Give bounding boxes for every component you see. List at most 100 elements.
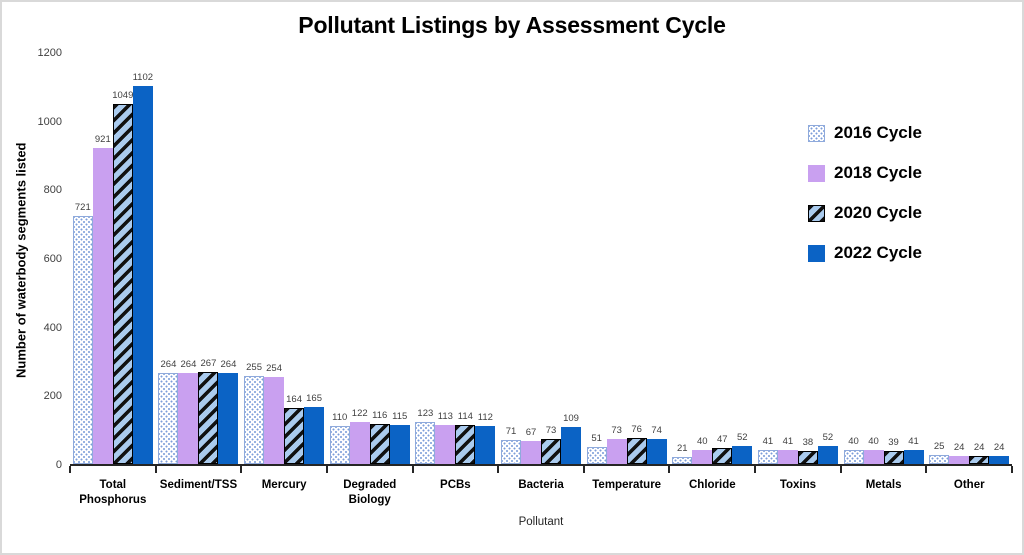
bar-value-label: 71 bbox=[505, 425, 517, 437]
category-label: Toxins bbox=[779, 479, 817, 491]
x-axis-category-labels: Total Phosphorus Sediment/TSS Mercury Degra… bbox=[70, 478, 1012, 508]
bar-value-label: 113 bbox=[437, 411, 453, 423]
bar-value-label: 122 bbox=[351, 408, 368, 420]
legend-swatch-solid-purple bbox=[808, 164, 825, 182]
bar bbox=[626, 437, 647, 464]
bar bbox=[329, 426, 350, 464]
bar-value-label: 254 bbox=[266, 362, 282, 374]
legend-item: 2016 Cycle bbox=[808, 122, 922, 144]
bar bbox=[304, 407, 325, 464]
x-axis-tick bbox=[497, 466, 500, 473]
bar bbox=[72, 216, 93, 464]
category-label: Chloride bbox=[688, 479, 736, 491]
category-label: Sediment/TSS bbox=[159, 479, 238, 491]
bar bbox=[112, 103, 133, 464]
x-axis-tick bbox=[582, 466, 585, 473]
bar bbox=[692, 450, 713, 464]
bar bbox=[561, 426, 581, 464]
bar bbox=[501, 439, 521, 464]
bar bbox=[541, 438, 561, 464]
bar-value-label: 47 bbox=[716, 433, 728, 445]
y-axis-tick-label: 0 bbox=[55, 459, 62, 471]
bar bbox=[435, 425, 456, 464]
bar-value-label: 112 bbox=[477, 411, 493, 423]
bar-value-label: 255 bbox=[246, 362, 262, 374]
bar-value-label: 41 bbox=[782, 435, 794, 447]
x-axis-title: Pollutant bbox=[518, 516, 564, 528]
x-axis-tick bbox=[154, 466, 157, 473]
bar-value-label: 76 bbox=[631, 423, 642, 435]
bar bbox=[797, 450, 818, 464]
bar-value-label: 39 bbox=[888, 436, 899, 448]
bar bbox=[369, 424, 390, 464]
legend-swatch-dots bbox=[808, 124, 825, 142]
x-axis-tick bbox=[668, 466, 671, 473]
bar bbox=[521, 441, 541, 464]
bar-value-label: 115 bbox=[392, 410, 408, 422]
x-axis-tick bbox=[754, 466, 757, 473]
bar-value-label: 41 bbox=[762, 435, 774, 447]
x-axis-tick bbox=[925, 466, 928, 473]
bar bbox=[244, 376, 265, 464]
x-axis-tick bbox=[69, 466, 71, 473]
bar-value-label: 114 bbox=[457, 410, 473, 422]
bar-value-label: 40 bbox=[696, 436, 708, 448]
bar-value-label: 41 bbox=[908, 435, 919, 447]
x-axis-tick bbox=[411, 466, 414, 473]
bar-value-label: 40 bbox=[848, 436, 859, 448]
bar bbox=[455, 424, 476, 464]
chart-title: Pollutant Listings by Assessment Cycle bbox=[298, 12, 726, 38]
legend-swatch-solid-blue bbox=[808, 244, 825, 262]
bar bbox=[586, 446, 607, 464]
bar bbox=[646, 438, 667, 464]
legend: 2016 Cycle 2018 Cycle 2020 Cycle 2022 Cycle bbox=[808, 122, 922, 282]
bar bbox=[349, 422, 370, 464]
legend-label: 2022 Cycle bbox=[834, 243, 922, 262]
bar bbox=[218, 373, 239, 464]
bar bbox=[178, 373, 199, 464]
bar bbox=[389, 424, 410, 464]
legend-label: 2018 Cycle bbox=[834, 163, 922, 182]
bar bbox=[732, 446, 753, 464]
x-axis-tick bbox=[240, 466, 243, 473]
bar bbox=[969, 455, 990, 464]
bar bbox=[198, 372, 219, 464]
bar-value-label: 24 bbox=[953, 441, 965, 453]
plot-area: 721 264 255 110 123 71 51 21 41 40 25 921 264 254 122 1… bbox=[70, 54, 1012, 466]
bar-value-label: 24 bbox=[973, 441, 985, 453]
legend-label: 2016 Cycle bbox=[834, 123, 922, 142]
bar-value-label: 24 bbox=[993, 441, 1005, 453]
legend-item: 2018 Cycle bbox=[808, 162, 922, 184]
y-axis-tick-label: 1000 bbox=[37, 115, 62, 128]
bar-value-label: 110 bbox=[332, 412, 348, 424]
bar-value-label: 1102 bbox=[132, 71, 154, 83]
y-axis-tick-label: 1200 bbox=[37, 47, 62, 59]
bar bbox=[863, 450, 884, 464]
bar bbox=[929, 455, 950, 464]
bar-value-label: 164 bbox=[286, 393, 302, 405]
legend-item: 2022 Cycle bbox=[808, 242, 922, 264]
category-label: Bacteria bbox=[518, 479, 564, 491]
bar bbox=[903, 449, 924, 464]
y-axis-tick-label: 800 bbox=[43, 184, 62, 197]
bar bbox=[883, 450, 904, 464]
bar bbox=[843, 450, 864, 464]
bar-value-label: 67 bbox=[525, 427, 537, 438]
bar-value-label: 267 bbox=[200, 358, 217, 370]
bar bbox=[949, 455, 970, 464]
bar bbox=[777, 449, 798, 464]
x-axis-tick bbox=[839, 466, 842, 473]
bar-value-label: 51 bbox=[591, 432, 602, 444]
bar-value-label: 52 bbox=[822, 432, 834, 444]
category-label: Total Phosphorus bbox=[79, 479, 147, 506]
category-label: Temperature bbox=[592, 479, 662, 491]
bar bbox=[158, 373, 179, 464]
bar-value-label: 165 bbox=[306, 393, 322, 405]
bar bbox=[989, 455, 1010, 464]
x-axis-tick bbox=[1011, 466, 1013, 473]
bar bbox=[757, 449, 778, 464]
bar bbox=[475, 425, 496, 464]
legend-label: 2020 Cycle bbox=[834, 203, 922, 222]
bar-value-label: 52 bbox=[736, 432, 748, 444]
